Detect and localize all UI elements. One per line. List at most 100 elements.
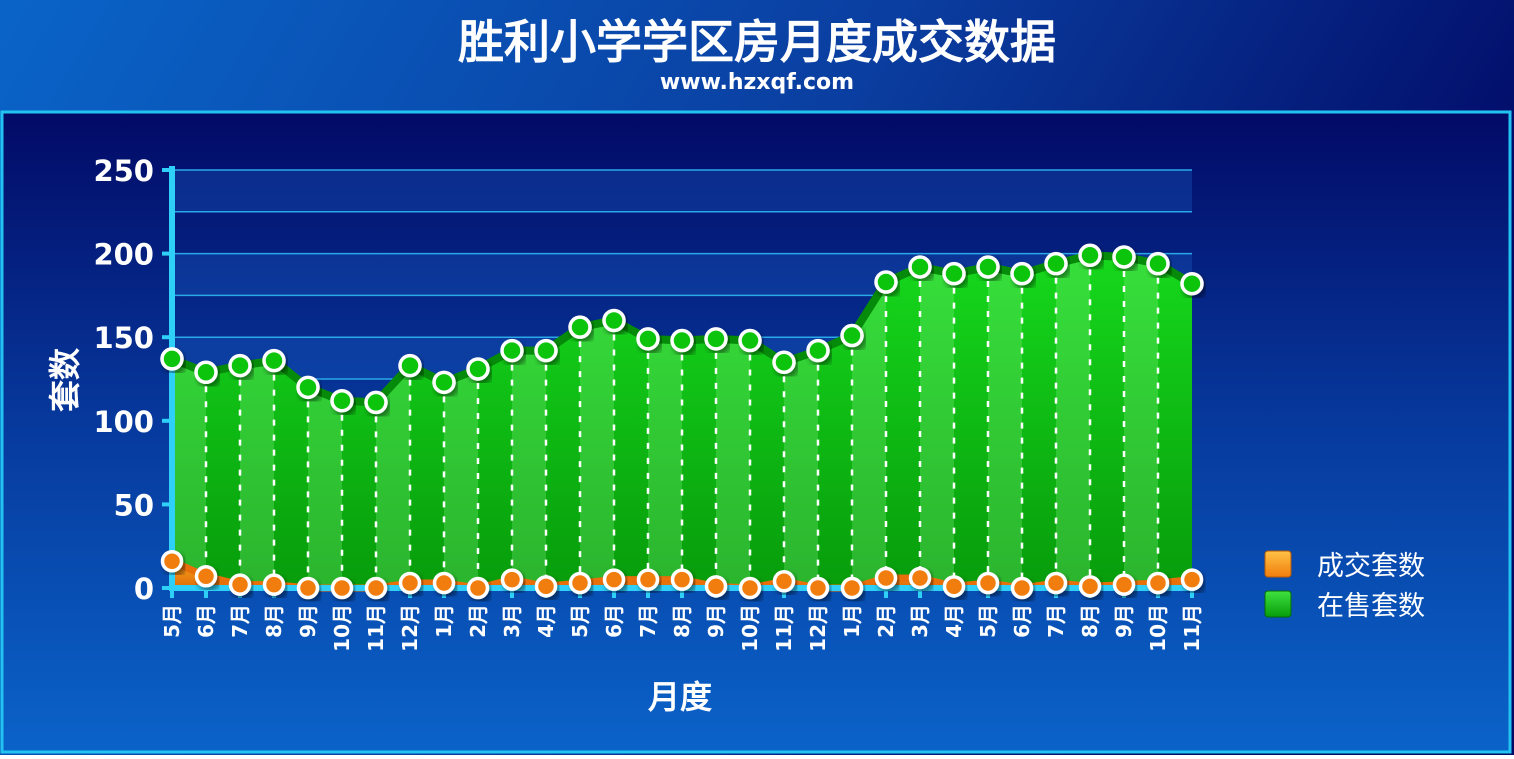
point-deals xyxy=(908,566,932,590)
point-deals xyxy=(874,566,898,590)
point-listings xyxy=(806,338,830,363)
x-tick-label: 4月 xyxy=(942,604,966,638)
area-stripe xyxy=(920,266,954,588)
point-deals xyxy=(942,575,966,598)
point-listings xyxy=(636,327,660,351)
point-listings xyxy=(568,315,592,339)
point-deals xyxy=(398,571,422,595)
x-tick-label: 12月 xyxy=(398,604,422,652)
x-tick-label: 1月 xyxy=(432,604,456,638)
point-listings xyxy=(296,375,320,400)
legend-label-deals: 成交套数 xyxy=(1317,551,1425,582)
x-tick-label: 12月 xyxy=(806,604,830,652)
point-deals xyxy=(1180,568,1204,591)
point-listings xyxy=(874,270,898,294)
point-listings xyxy=(1146,251,1170,276)
x-tick-label: 7月 xyxy=(636,604,660,638)
x-tick-label: 5月 xyxy=(568,604,592,638)
point-deals xyxy=(296,576,320,600)
y-tick-labels: 250 200 150 100 50 0 xyxy=(93,154,154,606)
point-listings xyxy=(772,350,796,375)
legend-label-listings: 在售套数 xyxy=(1317,591,1425,622)
x-tick-label: 2月 xyxy=(874,604,898,638)
area-stripe xyxy=(716,338,750,588)
x-tick-label: 8月 xyxy=(1078,604,1102,638)
x-tick-label: 6月 xyxy=(1010,604,1034,638)
x-tick-label: 11月 xyxy=(364,604,388,652)
y-tick-label: 250 xyxy=(93,154,154,188)
point-listings xyxy=(432,370,456,395)
chart-subtitle: www.hzxqf.com xyxy=(660,70,854,95)
point-deals xyxy=(602,568,626,591)
area-stripe xyxy=(1056,255,1090,588)
point-deals xyxy=(432,571,456,595)
x-axis-label: 月度 xyxy=(648,678,712,716)
area-stripe xyxy=(376,365,410,588)
point-listings xyxy=(976,255,1000,279)
y-tick-label: 100 xyxy=(93,405,154,439)
point-deals xyxy=(262,573,286,596)
point-deals xyxy=(364,576,388,600)
point-listings xyxy=(330,388,354,413)
y-tick-label: 50 xyxy=(114,488,154,522)
point-deals xyxy=(738,576,762,600)
x-tick-label: 3月 xyxy=(500,604,524,638)
x-tick-label: 3月 xyxy=(908,604,932,638)
x-tick-label: 9月 xyxy=(704,604,728,638)
point-deals xyxy=(228,573,252,596)
y-tick-label: 0 xyxy=(134,572,154,606)
point-deals xyxy=(840,576,864,600)
point-deals xyxy=(466,576,490,600)
point-listings xyxy=(466,357,490,381)
point-listings xyxy=(908,255,932,279)
point-listings xyxy=(1112,245,1136,269)
y-tick-label: 150 xyxy=(93,321,154,355)
point-listings xyxy=(500,338,524,363)
point-deals xyxy=(1112,573,1136,596)
x-tick-label: 5月 xyxy=(160,604,184,638)
point-listings xyxy=(1010,261,1034,286)
x-tick-label: 10月 xyxy=(1146,604,1170,652)
point-deals xyxy=(704,575,728,598)
chart-title: 胜利小学学区房月度成交数据 xyxy=(458,15,1056,69)
point-listings xyxy=(398,353,422,378)
point-listings xyxy=(1044,251,1068,276)
area-layer xyxy=(170,251,1195,592)
x-tick-label: 1月 xyxy=(840,604,864,638)
point-listings xyxy=(840,323,864,348)
x-tick-label: 7月 xyxy=(228,604,252,638)
x-tick-label: 11月 xyxy=(1180,604,1204,652)
x-tick-label: 10月 xyxy=(330,604,354,652)
point-listings xyxy=(704,327,728,351)
x-tick-label: 8月 xyxy=(670,604,694,638)
point-listings xyxy=(160,347,184,371)
x-tick-label: 10月 xyxy=(738,604,762,652)
area-stripe xyxy=(444,368,478,588)
x-tick-label: 9月 xyxy=(296,604,320,638)
point-listings xyxy=(670,328,694,353)
point-deals xyxy=(976,571,1000,595)
area-stripe xyxy=(240,360,274,588)
x-tick-label: 5月 xyxy=(976,604,1000,638)
legend-swatch-listings xyxy=(1264,590,1292,618)
area-stripe xyxy=(512,350,546,588)
y-tick-label: 200 xyxy=(93,238,154,272)
point-deals xyxy=(568,571,592,595)
point-deals xyxy=(1146,571,1170,595)
x-tick-label: 6月 xyxy=(602,604,626,638)
point-listings xyxy=(228,353,252,378)
area-stripe xyxy=(308,387,342,588)
y-axis-label: 套数 xyxy=(46,347,84,412)
point-listings xyxy=(942,261,966,286)
point-listings xyxy=(1078,243,1102,268)
x-tick-label: 11月 xyxy=(772,604,796,652)
grid-band xyxy=(172,170,1192,212)
point-deals xyxy=(1078,575,1102,598)
area-stripe xyxy=(852,282,886,588)
point-listings xyxy=(262,348,286,373)
legend: 成交套数 在售套数 xyxy=(1264,550,1425,622)
area-listings xyxy=(172,255,1192,588)
point-deals xyxy=(330,576,354,600)
point-deals xyxy=(534,575,558,598)
area-stripe xyxy=(648,338,682,588)
